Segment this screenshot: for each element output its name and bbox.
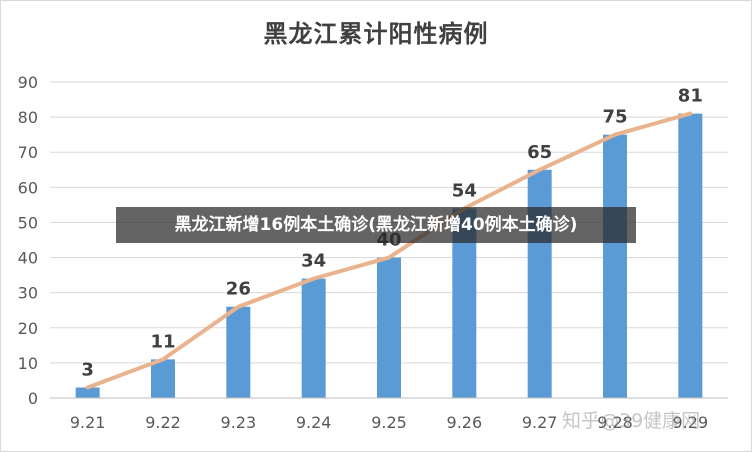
bar-9.29	[678, 113, 703, 398]
trend-line	[85, 111, 693, 390]
watermark: 知乎@39健康网	[562, 410, 701, 432]
y-tick-label: 20	[18, 319, 38, 338]
data-label-9.22: 11	[150, 331, 175, 352]
data-label-9.27: 65	[527, 142, 552, 163]
x-tick-label: 9.24	[296, 413, 332, 432]
x-tick-label: 9.29	[673, 413, 709, 432]
y-tick-label: 90	[18, 73, 38, 92]
bar-9.28	[603, 134, 627, 398]
x-tick-label: 9.25	[371, 413, 407, 432]
y-tick-label: 70	[18, 143, 38, 162]
data-label-9.21: 3	[81, 359, 94, 380]
x-tick-label: 9.28	[597, 413, 633, 432]
x-tick-label: 9.21	[70, 413, 106, 432]
bar-9.27	[527, 169, 552, 398]
x-tick-label: 9.27	[522, 413, 558, 432]
bar-9.21	[75, 387, 100, 398]
y-tick-label: 80	[18, 108, 38, 127]
x-tick-label: 9.22	[145, 413, 181, 432]
bar-9.23	[226, 306, 251, 398]
y-tick-label: 30	[18, 284, 38, 303]
x-tick-label: 9.26	[447, 413, 483, 432]
bar-9.24	[301, 278, 326, 398]
data-label-9.24: 34	[301, 251, 326, 272]
y-tick-label: 0	[28, 389, 38, 408]
news-caption-overlay: 黑龙江新增16例本土确诊(黑龙江新增40例本土确诊)	[116, 207, 636, 243]
data-label-9.26: 54	[452, 180, 477, 201]
bar-9.22	[151, 359, 175, 398]
data-label-9.23: 26	[226, 279, 251, 300]
data-label-9.29: 81	[678, 86, 703, 107]
y-tick-label: 60	[18, 178, 38, 197]
chart-title: 黑龙江累计阳性病例	[263, 20, 489, 48]
bar-9.25	[377, 257, 401, 398]
data-label-9.28: 75	[602, 107, 627, 128]
y-tick-label: 10	[18, 354, 38, 373]
y-tick-label: 50	[18, 213, 38, 232]
y-tick-label: 40	[18, 249, 38, 268]
x-tick-label: 9.23	[221, 413, 257, 432]
